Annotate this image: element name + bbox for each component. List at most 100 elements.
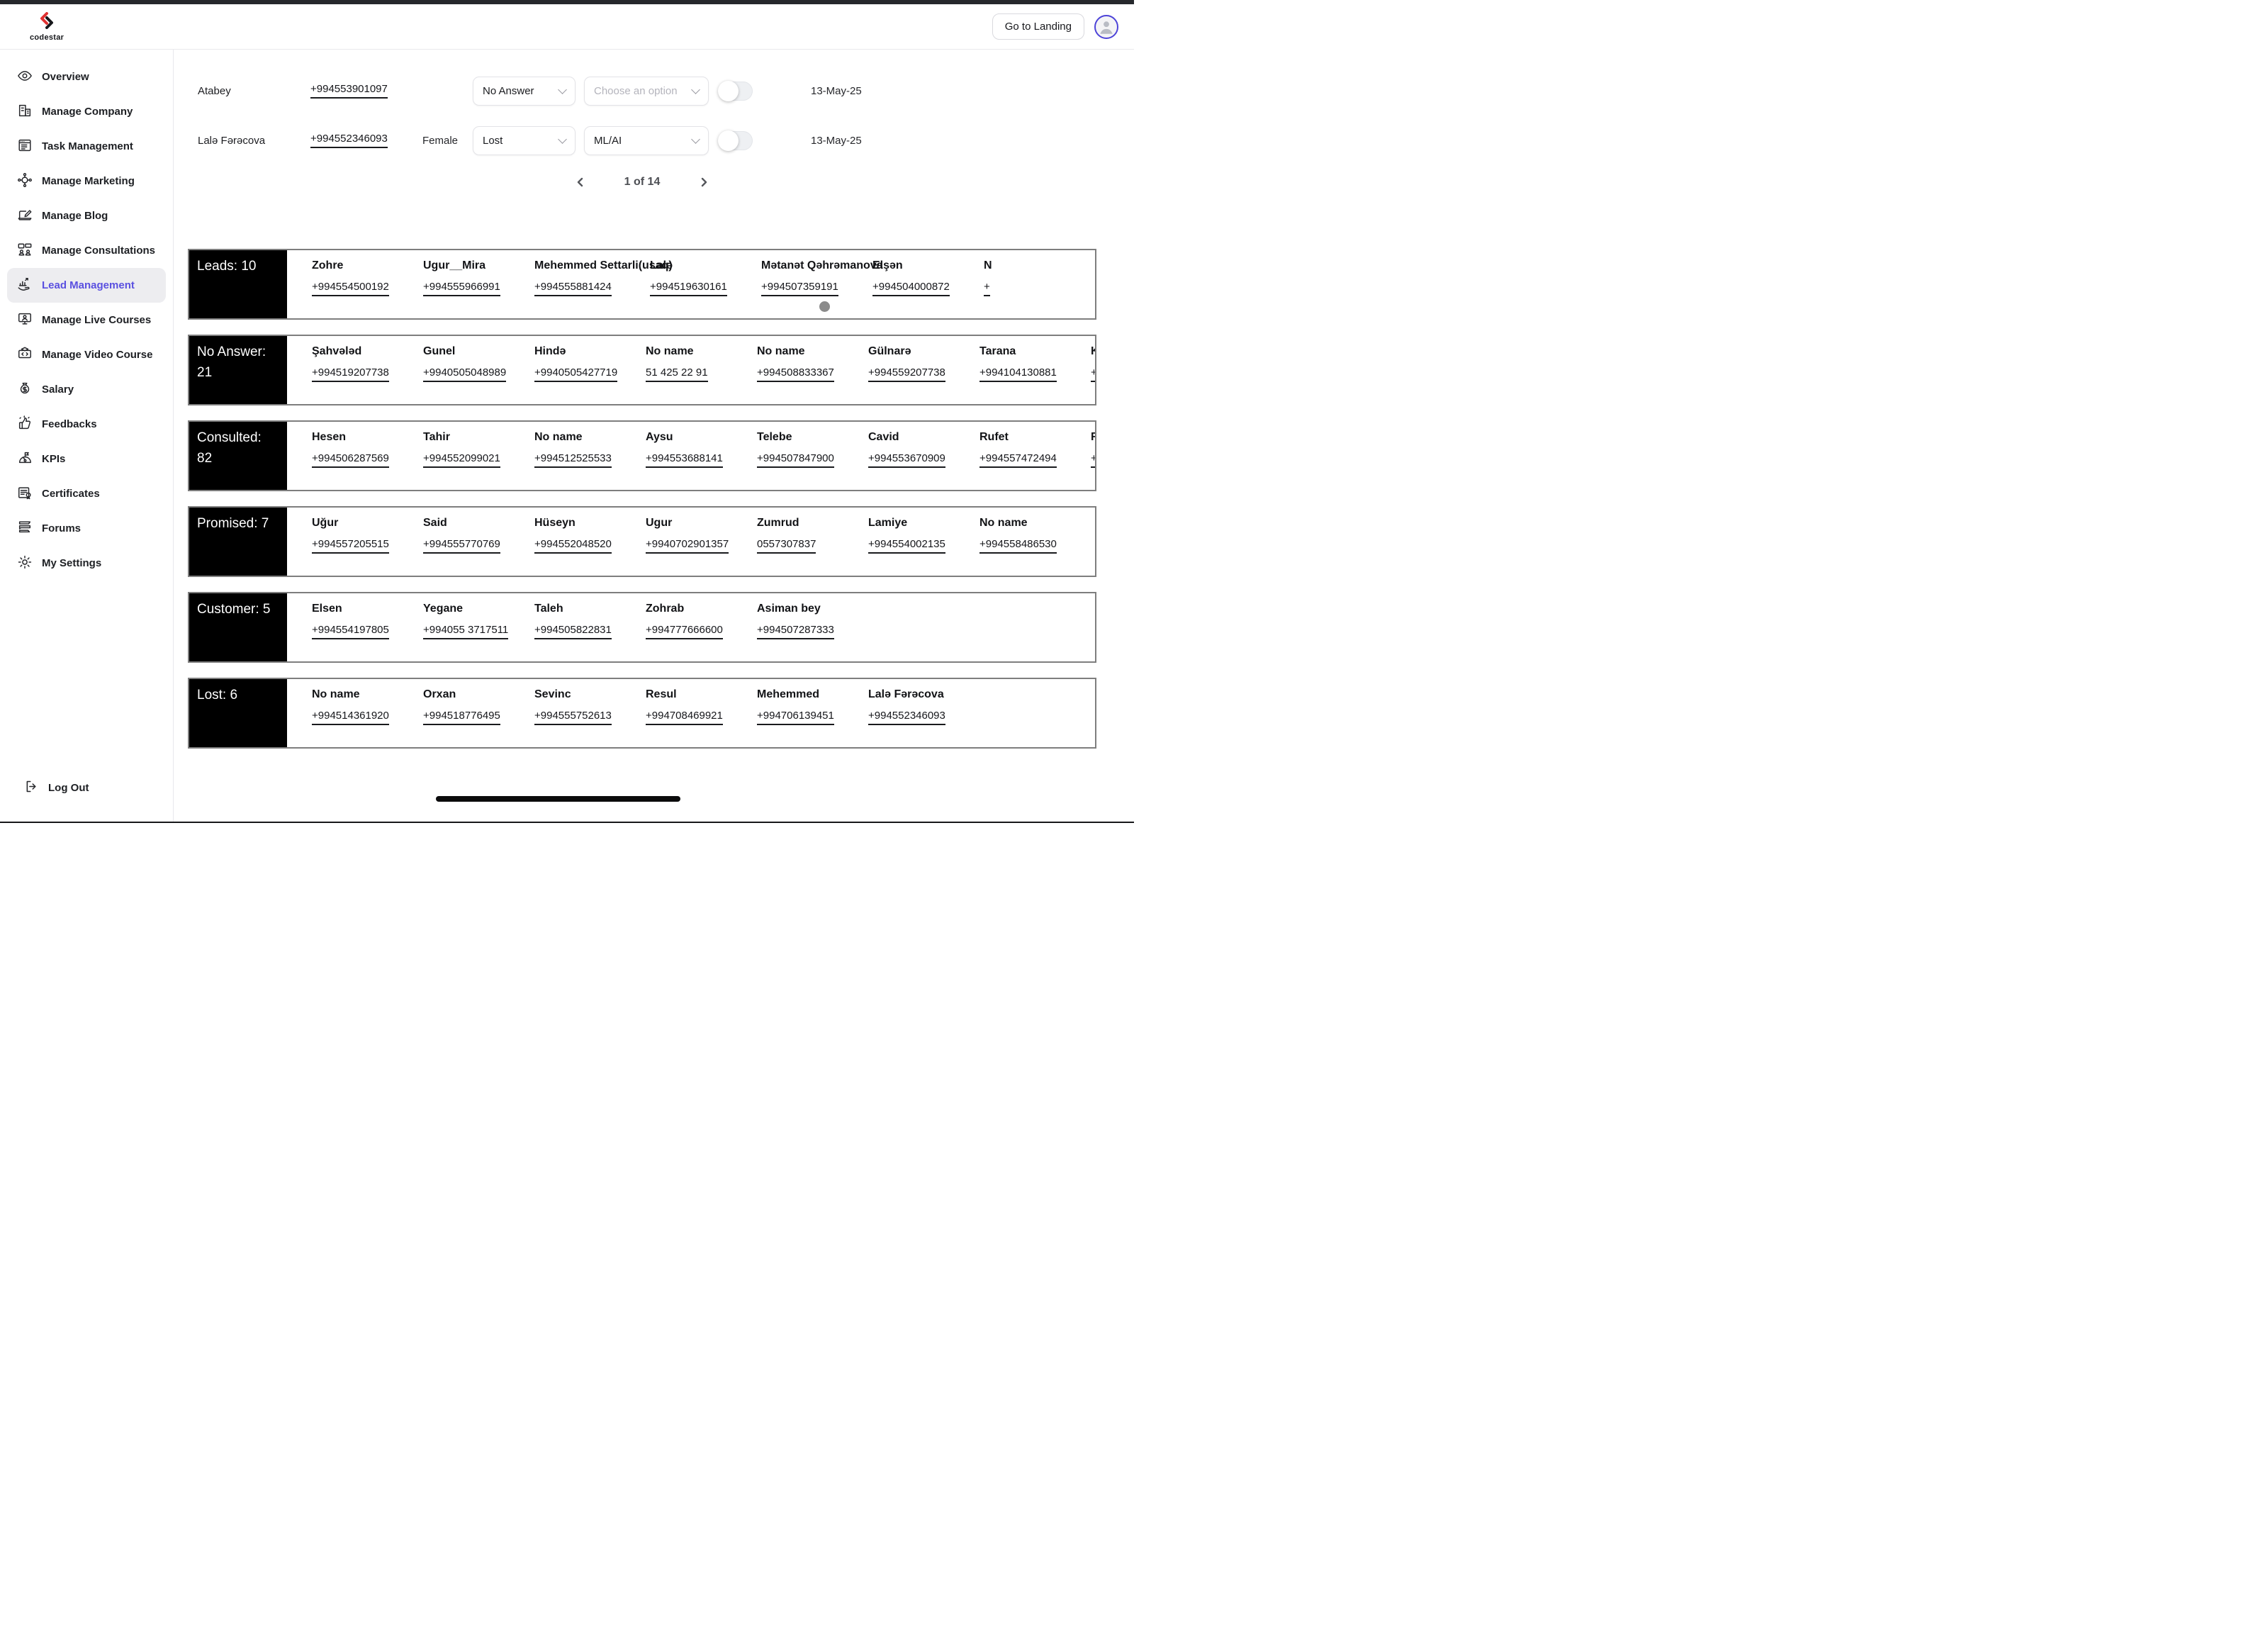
status-select[interactable]: No Answer xyxy=(473,76,576,106)
entry-phone-link[interactable]: +994553688141 xyxy=(646,452,723,468)
entry-phone-link[interactable]: +994708469921 xyxy=(646,710,723,725)
entry-phone-link[interactable]: 51 425 22 91 xyxy=(646,366,708,382)
entry-phone-link[interactable]: +994506287569 xyxy=(312,452,389,468)
entry-name: Asiman bey xyxy=(757,603,821,615)
entry-phone-link[interactable]: +994552099021 xyxy=(423,452,500,468)
entry-phone-link[interactable]: +994553670909 xyxy=(868,452,945,468)
entry-phone-link[interactable]: + xyxy=(984,281,990,296)
brand-name: codestar xyxy=(30,33,64,42)
entry-phone-link[interactable]: +994558486530 xyxy=(979,538,1057,554)
entry-phone-link[interactable]: +994519207738 xyxy=(312,366,389,382)
sidebar-item-certificates[interactable]: Certificates xyxy=(7,476,166,511)
entry-phone-link[interactable]: +994559207738 xyxy=(868,366,945,382)
lead-phone-link[interactable]: +994552346093 xyxy=(310,133,388,148)
entry-phone-link[interactable]: +994557472494 xyxy=(979,452,1057,468)
entry-phone-link[interactable]: +9940702901357 xyxy=(646,538,729,554)
entry-phone-link[interactable]: + xyxy=(1091,366,1095,382)
lead-entry: No name 51 425 22 91 xyxy=(646,345,757,404)
entry-phone-link[interactable]: +994554002135 xyxy=(868,538,945,554)
status-select[interactable]: Lost xyxy=(473,125,576,155)
lead-phone-link[interactable]: +994553901097 xyxy=(310,83,388,99)
section-entries: Uğur +994557205515 Said +994555770769 Hüseyn… xyxy=(287,508,1095,576)
horizontal-scrollbar-thumb[interactable] xyxy=(436,796,680,802)
category-select[interactable]: Choose an option xyxy=(584,76,709,106)
lead-entry: Ugur +9940702901357 xyxy=(646,517,757,576)
sidebar-item-manage-blog[interactable]: Manage Blog xyxy=(7,198,166,233)
entry-phone-link[interactable]: +994552346093 xyxy=(868,710,945,725)
sidebar-item-kpis[interactable]: KPIs xyxy=(7,442,166,476)
lead-entry: Hində +9940505427719 xyxy=(534,345,646,404)
sidebar-item-salary[interactable]: Salary xyxy=(7,372,166,407)
sidebar-item-lead-management[interactable]: Lead Management xyxy=(7,268,166,303)
sidebar-item-overview[interactable]: Overview xyxy=(7,60,166,94)
entry-name: Zohrab xyxy=(646,603,685,615)
entry-phone-link[interactable]: +994552048520 xyxy=(534,538,612,554)
entry-phone-link[interactable]: +994777666600 xyxy=(646,624,723,639)
lead-toggle[interactable] xyxy=(718,130,753,151)
entry-phone-link[interactable]: + xyxy=(1091,452,1095,468)
entry-phone-link[interactable]: +994104130881 xyxy=(979,366,1057,382)
entry-phone-link[interactable]: +994508833367 xyxy=(757,366,834,382)
sidebar-item-manage-video-course[interactable]: Manage Video Course xyxy=(7,337,166,372)
entry-phone-link[interactable]: +994555752613 xyxy=(534,710,612,725)
entry-phone-link[interactable]: +994557205515 xyxy=(312,538,389,554)
sidebar-item-forums[interactable]: Forums xyxy=(7,511,166,546)
pagination-prev-button[interactable] xyxy=(573,175,588,189)
blog-icon xyxy=(17,207,33,225)
entry-phone-link[interactable]: +994507359191 xyxy=(761,281,838,296)
entry-phone-link[interactable]: +994555966991 xyxy=(423,281,500,296)
sidebar-item-manage-marketing[interactable]: Manage Marketing xyxy=(7,164,166,198)
entry-name: K xyxy=(1091,345,1095,358)
go-to-landing-button[interactable]: Go to Landing xyxy=(992,13,1084,40)
sidebar-item-label: Lead Management xyxy=(42,279,135,291)
sidebar-item-logout[interactable]: Log Out xyxy=(14,771,159,805)
sidebar-item-task-management[interactable]: Task Management xyxy=(7,129,166,164)
entry-phone-link[interactable]: +994505822831 xyxy=(534,624,612,639)
status-select-value: Lost xyxy=(483,134,503,147)
pagination-next-button[interactable] xyxy=(697,175,711,189)
entry-phone-link[interactable]: +994555770769 xyxy=(423,538,500,554)
lead-gender: Female xyxy=(422,134,459,147)
chevron-down-icon xyxy=(558,134,567,144)
lead-status-sections: Leads: 10 Zohre +994554500192 Ugur__Mira +99… xyxy=(174,249,1134,749)
entry-name: Lalə xyxy=(650,259,673,271)
section-label: Lost: 6 xyxy=(189,679,287,747)
entry-phone-link[interactable]: +994055 3717511 xyxy=(423,624,509,639)
user-avatar[interactable] xyxy=(1094,14,1118,39)
entry-phone-link[interactable]: +994514361920 xyxy=(312,710,389,725)
lead-entry: Taleh +994505822831 xyxy=(534,603,646,661)
entry-phone-link[interactable]: +994512525533 xyxy=(534,452,612,468)
entry-phone-link[interactable]: +994706139451 xyxy=(757,710,834,725)
entry-phone-link[interactable]: +994507847900 xyxy=(757,452,834,468)
lead-entry: Lamiye +994554002135 xyxy=(868,517,979,576)
sidebar-item-label: My Settings xyxy=(42,557,102,569)
sidebar-item-my-settings[interactable]: My Settings xyxy=(7,546,166,581)
sidebar-item-feedbacks[interactable]: Feedbacks xyxy=(7,407,166,442)
sidebar-item-manage-live-courses[interactable]: Manage Live Courses xyxy=(7,303,166,337)
entry-phone-link[interactable]: +994507287333 xyxy=(757,624,834,639)
network-icon xyxy=(17,172,33,191)
entry-phone-link[interactable]: +9940505048989 xyxy=(423,366,507,382)
entry-phone-link[interactable]: +994555881424 xyxy=(534,281,612,296)
sidebar-item-manage-company[interactable]: Manage Company xyxy=(7,94,166,129)
entry-phone-link[interactable]: +994554500192 xyxy=(312,281,389,296)
section-label: Promised: 7 xyxy=(189,508,287,576)
sidebar-item-manage-consultations[interactable]: Manage Consultations xyxy=(7,233,166,268)
entry-name: Yegane xyxy=(423,603,464,615)
entry-phone-link[interactable]: +9940505427719 xyxy=(534,366,618,382)
video-course-icon xyxy=(17,346,33,364)
lead-toggle[interactable] xyxy=(718,80,753,101)
cursor-dot xyxy=(819,301,830,312)
entry-phone-link[interactable]: +994519630161 xyxy=(650,281,727,296)
entry-name: N xyxy=(984,259,992,271)
entry-phone-link[interactable]: 0557307837 xyxy=(757,538,816,554)
entry-phone-link[interactable]: +994554197805 xyxy=(312,624,389,639)
category-select[interactable]: ML/AI xyxy=(584,125,709,155)
entry-phone-link[interactable]: +994518776495 xyxy=(423,710,500,725)
chevron-right-icon xyxy=(702,177,707,187)
lead-entry-partial: K+ xyxy=(1091,345,1095,404)
entry-name: Mətanət Qəhrəmanova xyxy=(761,259,883,271)
section-label: Leads: 10 xyxy=(189,250,287,318)
entry-phone-link[interactable]: +994504000872 xyxy=(872,281,950,296)
lead-entry: Telebe +994507847900 xyxy=(757,431,868,490)
